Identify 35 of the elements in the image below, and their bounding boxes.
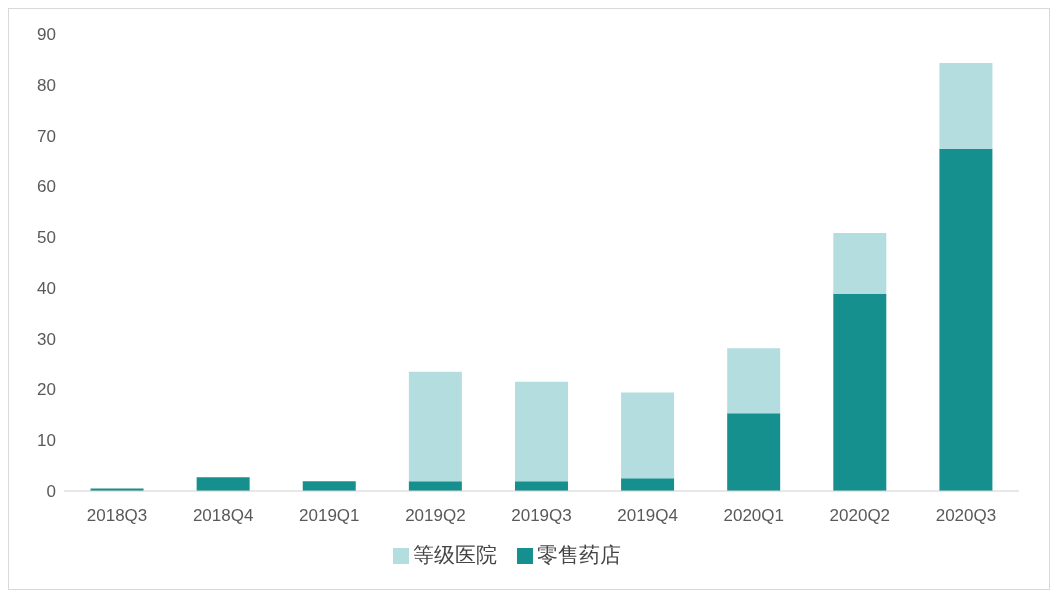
x-tick-label: 2020Q2: [829, 506, 891, 526]
y-tick-label: 80: [37, 75, 56, 95]
y-tick-label: 60: [37, 177, 56, 197]
y-tick-label: 0: [46, 482, 56, 502]
y-tick-label: 10: [37, 431, 56, 451]
bar: [196, 477, 250, 491]
bar: [514, 481, 568, 491]
y-tick-label: 90: [37, 25, 56, 45]
bar: [621, 392, 675, 479]
bar: [727, 348, 781, 414]
bar: [833, 233, 887, 294]
bar: [408, 371, 462, 482]
bar: [621, 478, 675, 491]
y-tick-label: 40: [37, 278, 56, 298]
bar: [833, 293, 887, 491]
x-tick-label: 2019Q3: [511, 506, 572, 526]
x-tick-label: 2019Q4: [617, 506, 678, 526]
legend-label: 等级医院: [412, 543, 497, 566]
x-tick-label: 2019Q2: [405, 506, 466, 526]
bar: [939, 148, 993, 491]
bar: [408, 481, 462, 491]
x-tick-label: 2018Q4: [192, 506, 254, 526]
x-tick-label: 2020Q3: [935, 506, 997, 526]
x-tick-label: 2020Q1: [723, 506, 784, 526]
y-tick-label: 30: [37, 329, 56, 349]
x-tick-label: 2019Q1: [299, 506, 360, 526]
bar: [939, 62, 993, 149]
bar: [727, 413, 781, 491]
y-tick-label: 70: [37, 126, 56, 146]
legend-label: 零售药店: [536, 543, 621, 566]
bar: [302, 481, 356, 491]
x-tick-label: 2018Q3: [86, 506, 148, 526]
bar: [514, 381, 568, 482]
y-tick-label: 50: [37, 228, 56, 248]
y-tick-label: 20: [37, 380, 56, 400]
